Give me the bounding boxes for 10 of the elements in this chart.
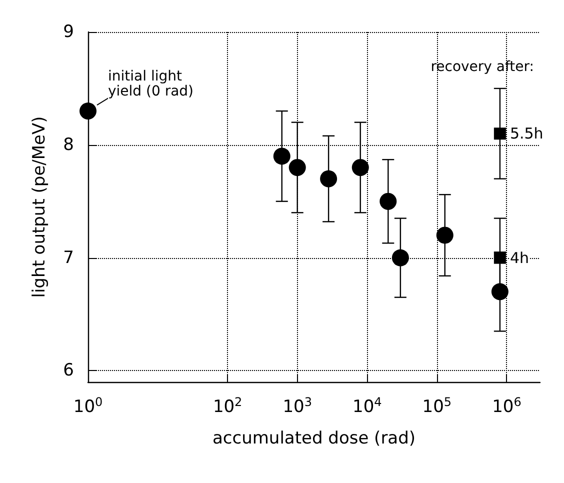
annotation: initial light yield (0 rad) xyxy=(108,68,194,100)
y-tick-label: 9 xyxy=(63,22,74,42)
series-label: 4h xyxy=(510,248,530,267)
y-tick-label: 7 xyxy=(63,248,74,268)
y-tick-label: 8 xyxy=(63,134,74,155)
y-axis-title: light output (pe/MeV) xyxy=(30,116,50,298)
series-label: 5.5h xyxy=(510,124,544,143)
y-tick-label: 6 xyxy=(63,360,74,381)
x-axis-title: accumulated dose (rad) xyxy=(212,428,416,448)
annotation: recovery after: xyxy=(430,59,534,75)
